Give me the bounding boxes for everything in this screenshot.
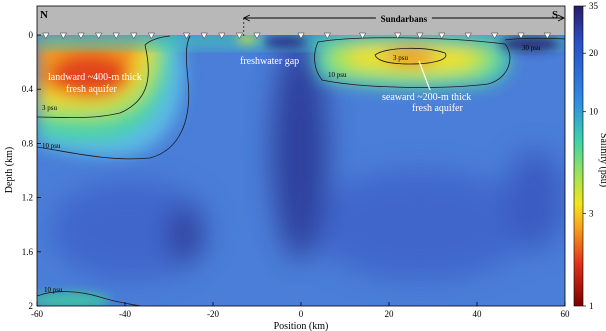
sundarbans-range-bar (242, 13, 566, 38)
x-tick-label-6: 60 (561, 309, 571, 319)
x-tick-label-5: 40 (473, 309, 483, 319)
contour-label-3psu-landward: 3 psu (42, 104, 57, 112)
station-marker-5 (130, 32, 138, 39)
contour-label-3psu-seaward: 3 psu (393, 54, 408, 62)
x-tick-label-4: 20 (385, 309, 395, 319)
station-marker-14 (358, 32, 367, 39)
x-tick-label-0: -60 (31, 309, 43, 319)
annotation-landward-aquifer-line2: fresh aquifer (66, 84, 117, 95)
station-marker-18 (464, 32, 472, 39)
header-band (37, 6, 565, 35)
station-marker-1 (59, 32, 68, 39)
contour-10psu-seaward (314, 37, 511, 88)
salinity-field (37, 35, 565, 306)
annotation-seaward-aquifer-line1: seaward ~200-m thick (382, 92, 471, 103)
contour-lines (37, 35, 565, 306)
station-marker-16 (416, 32, 424, 39)
colorbar-tick-label-0: 35 (589, 1, 599, 11)
contour-10psu-deep (37, 291, 141, 306)
south-label: S (552, 9, 558, 21)
north-label: N (40, 9, 48, 21)
annotation-seaward-aquifer-line2: fresh aquifer (412, 103, 463, 114)
x-tick-label-3: 0 (299, 309, 304, 319)
y-tick-label-5: 2 (29, 301, 34, 311)
y-axis-label: Depth (km) (4, 147, 15, 193)
y-tick-label-3: 1.2 (22, 193, 33, 203)
station-markers (42, 32, 552, 39)
station-marker-3 (94, 32, 103, 39)
region-label-backdrop (375, 13, 432, 23)
region-bar-arrow-right (557, 14, 566, 22)
station-marker-20 (517, 32, 525, 39)
x-tick-label-2: -20 (207, 309, 219, 319)
contour-label-10psu-deep: 10 psu (44, 286, 63, 294)
station-marker-8 (200, 32, 208, 39)
colorbar-tick-label-4: 1 (589, 301, 594, 311)
contour-10psu-landward (37, 35, 191, 160)
colorbar (573, 5, 584, 307)
station-marker-0 (42, 32, 50, 39)
contour-3psu-seaward (374, 47, 447, 65)
annotation-freshwater-gap: freshwater gap (240, 56, 299, 67)
annotation-landward-aquifer-line1: landward ~400-m thick (48, 72, 142, 83)
y-tick-label-2: 0.8 (22, 138, 34, 148)
y-tick-label-0: 0 (29, 30, 34, 40)
contour-label-10psu-landward: 10 psu (42, 142, 61, 150)
station-marker-17 (438, 32, 446, 39)
station-marker-13 (323, 32, 332, 39)
y-tick-label-1: 0.4 (22, 84, 34, 94)
station-marker-12 (297, 32, 305, 39)
colorbar-label: Salinity (psu) (598, 133, 606, 187)
y-axis: 0 0.4 0.8 1.2 1.6 2 (22, 30, 41, 311)
sundarbans-label: Sundarbans (381, 14, 428, 24)
station-marker-19 (490, 32, 499, 39)
station-marker-7 (182, 32, 191, 39)
contour-3psu-landward (37, 35, 171, 119)
x-axis-label: Position (km) (274, 321, 329, 331)
station-marker-21 (543, 32, 552, 39)
contour-30psu (504, 37, 565, 41)
station-marker-6 (147, 32, 156, 39)
contour-label-10psu-seaward: 10 psu (328, 71, 347, 79)
station-marker-9 (218, 32, 226, 39)
x-axis: -60 -40 -20 0 20 40 60 (31, 302, 570, 319)
station-marker-15 (394, 32, 402, 39)
colorbar-tick-label-3: 3 (589, 208, 594, 218)
colorbar-ticks: 35 20 10 3 1 (583, 1, 599, 311)
station-marker-10 (235, 32, 244, 39)
x-tick-label-1: -40 (119, 309, 131, 319)
station-marker-2 (77, 32, 85, 39)
colorbar-tick-label-2: 10 (589, 107, 599, 117)
colorbar-tick-label-1: 20 (589, 48, 599, 58)
contour-label-30psu: 30 psu (522, 44, 541, 52)
annotation-pointer (418, 60, 431, 91)
station-marker-11 (253, 32, 261, 39)
station-marker-4 (112, 32, 120, 39)
y-tick-label-4: 1.6 (22, 247, 34, 257)
